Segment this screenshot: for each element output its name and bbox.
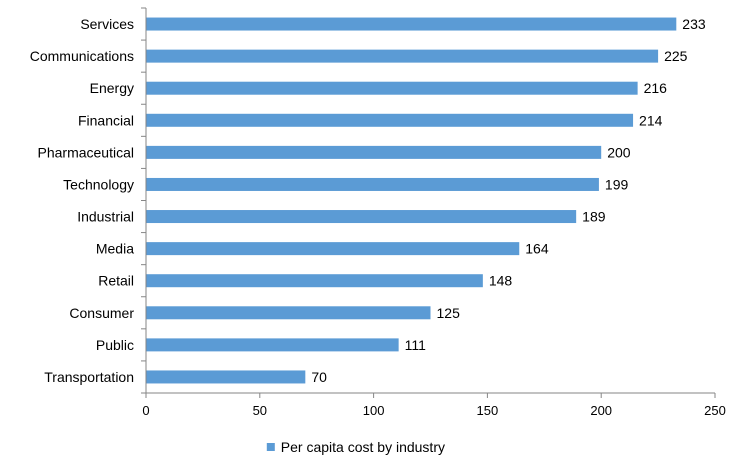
bar-technology [146, 177, 599, 191]
bar-industrial [146, 210, 577, 224]
data-label-technology: 199 [605, 176, 629, 192]
data-label-media: 164 [525, 241, 549, 257]
category-label-transportation: Transportation [44, 369, 134, 385]
category-label-industrial: Industrial [77, 209, 134, 225]
x-tick-label-100: 100 [363, 403, 385, 418]
data-label-financial: 214 [639, 112, 663, 128]
bar-retail [146, 274, 483, 288]
x-tick-label-50: 50 [253, 403, 267, 418]
category-label-consumer: Consumer [69, 305, 134, 321]
bar-financial [146, 113, 634, 127]
category-label-energy: Energy [90, 80, 134, 96]
x-tick-label-200: 200 [590, 403, 612, 418]
x-tick-label-250: 250 [704, 403, 726, 418]
bar-consumer [146, 306, 431, 320]
category-label-pharmaceutical: Pharmaceutical [38, 144, 135, 160]
category-label-services: Services [80, 16, 134, 32]
category-label-public: Public [96, 337, 134, 353]
data-label-pharmaceutical: 200 [607, 144, 631, 160]
category-label-retail: Retail [98, 273, 134, 289]
category-label-financial: Financial [78, 112, 134, 128]
bar-energy [146, 81, 638, 95]
x-tick-label-0: 0 [142, 403, 149, 418]
bar-public [146, 338, 399, 352]
x-tick-label-150: 150 [477, 403, 499, 418]
legend-swatch [266, 443, 275, 451]
legend-label: Per capita cost by industry [281, 439, 445, 455]
bar-transportation [146, 370, 306, 384]
category-label-communications: Communications [30, 48, 134, 64]
bar-services [146, 17, 677, 31]
category-label-technology: Technology [63, 176, 134, 192]
data-label-public: 111 [405, 337, 426, 353]
category-label-media: Media [96, 241, 134, 257]
data-label-communications: 225 [664, 48, 688, 64]
data-label-services: 233 [682, 16, 706, 32]
data-label-energy: 216 [644, 80, 668, 96]
bar-pharmaceutical [146, 145, 602, 159]
data-label-retail: 148 [489, 273, 513, 289]
bar-communications [146, 49, 659, 63]
bar-media [146, 242, 520, 256]
data-label-consumer: 125 [437, 305, 461, 321]
data-label-transportation: 70 [311, 369, 327, 385]
data-label-industrial: 189 [582, 209, 606, 225]
